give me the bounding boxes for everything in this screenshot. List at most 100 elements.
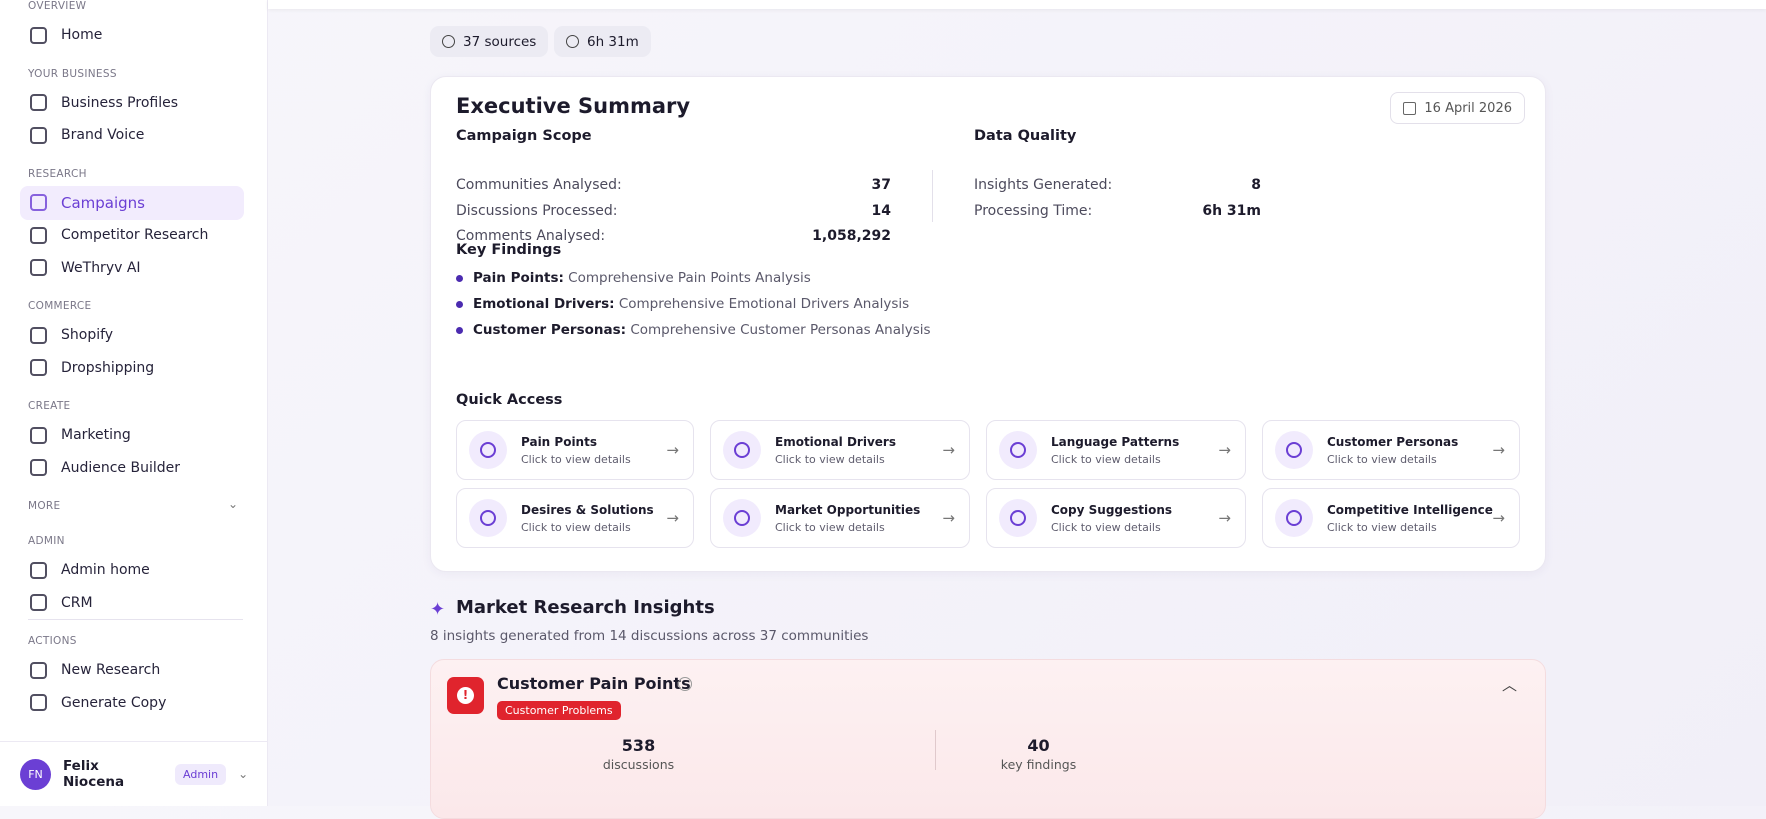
bullet <box>456 274 463 282</box>
nav-label: Generate Copy <box>61 694 167 711</box>
nav-icon <box>30 94 47 111</box>
nav-icon <box>30 661 47 679</box>
qa-text: Customer Personas Click to view details <box>1327 435 1458 466</box>
stat-value: 6h 31m <box>1202 202 1261 219</box>
separator <box>28 619 243 620</box>
finding-text: Emotional Drivers: Comprehensive Emotion… <box>473 296 909 312</box>
nav-item[interactable]: Brand Voice <box>20 118 244 152</box>
nav-item[interactable]: Competitor Research <box>20 218 244 252</box>
qa-glyph <box>734 442 750 458</box>
stat: 538 discussions <box>551 736 726 772</box>
user-menu[interactable]: FN Felix Niocena Admin ⌄ <box>20 758 250 790</box>
quick-access-card[interactable]: Pain Points Click to view details → <box>456 420 694 480</box>
qa-text: Language Patterns Click to view details <box>1051 435 1179 466</box>
stat-label: Processing Time: <box>974 202 1093 219</box>
badge: 37 sources <box>430 26 549 57</box>
finding-label: Customer Personas: <box>473 322 627 338</box>
qa-title: Language Patterns <box>1051 434 1180 449</box>
nav-item[interactable]: WeThryv AI <box>20 251 244 285</box>
nav-icon <box>30 594 47 611</box>
nav-item[interactable]: Home <box>20 18 244 52</box>
nav-icon <box>30 326 47 344</box>
section-label: OVERVIEW <box>28 0 87 12</box>
stat-value: 40 <box>1027 736 1050 755</box>
nav-item[interactable]: New Research <box>20 653 244 687</box>
qa-subtitle: Click to view details <box>1051 520 1161 534</box>
nav-icon <box>30 359 47 376</box>
stat-label: discussions <box>602 757 675 772</box>
date-button[interactable]: 16 April 2026 <box>1390 92 1525 124</box>
pain-card[interactable]: ! Customer Pain Points Customer Problems… <box>430 659 1546 819</box>
finding-desc: Comprehensive Emotional Drivers Analysis <box>618 296 910 312</box>
nav-label: Business Profiles <box>61 94 179 111</box>
qa-text: Market Opportunities Click to view detail… <box>775 503 920 534</box>
badge-icon <box>566 35 579 48</box>
qa-title: Copy Suggestions <box>1051 502 1173 517</box>
qa-glyph <box>1010 442 1026 458</box>
quick-access-card[interactable]: Desires & Solutions Click to view details… <box>456 488 694 548</box>
pain-tag: Customer Problems <box>497 701 621 720</box>
qa-title: Pain Points <box>521 434 597 449</box>
expand-icon[interactable]: ⌄ <box>228 497 239 511</box>
finding-desc: Comprehensive Pain Points Analysis <box>568 270 811 286</box>
quick-access-card[interactable]: Customer Personas Click to view details → <box>1262 420 1520 480</box>
nav-label: Brand Voice <box>61 127 145 143</box>
user-name: Felix Niocena <box>63 758 125 790</box>
nav-icon <box>30 226 47 244</box>
stat-row: Insights Generated: 8 <box>974 177 1261 193</box>
qa-glyph <box>1286 442 1302 458</box>
qa-text: Emotional Drivers Click to view details <box>775 435 896 466</box>
qa-icon <box>469 499 507 537</box>
nav-item[interactable]: Business Profiles <box>20 86 244 120</box>
quick-access-card[interactable]: Emotional Drivers Click to view details → <box>710 420 970 480</box>
quick-access-card[interactable]: Market Opportunities Click to view detail… <box>710 488 970 548</box>
nav-item[interactable]: Audience Builder <box>20 451 244 485</box>
sparkle-icon: ✦ <box>430 599 446 620</box>
nav-item[interactable]: Campaigns <box>20 185 244 220</box>
arrow: → <box>1218 441 1231 459</box>
nav-label: WeThryv AI <box>61 259 141 276</box>
qa-icon <box>1275 431 1313 469</box>
stat-label: Communities Analysed: <box>456 177 622 193</box>
nav-item[interactable]: Dropshipping <box>20 351 244 385</box>
finding: Customer Personas: Comprehensive Custome… <box>456 322 931 338</box>
nav-item[interactable]: Marketing <box>20 418 244 452</box>
qa-glyph <box>480 510 496 526</box>
chevron: ⌄ <box>238 767 249 781</box>
quality-title: Data Quality <box>974 128 1077 144</box>
nav-label: Marketing <box>61 427 131 443</box>
nav-icon <box>30 194 47 211</box>
qa-subtitle: Click to view details <box>1327 452 1437 466</box>
quick-access-card[interactable]: Competitive Intelligence Click to view de… <box>1262 488 1520 548</box>
finding-desc: Comprehensive Customer Personas Analysis <box>630 322 931 338</box>
nav-label: Home <box>61 27 103 43</box>
collapse-toggle[interactable]: ︿ <box>1501 676 1517 694</box>
nav-icon <box>30 426 47 444</box>
stat-value: 538 <box>621 736 656 755</box>
separator <box>0 741 268 742</box>
divider <box>935 730 936 770</box>
insights-subtitle: 8 insights generated from 14 discussions… <box>430 628 869 644</box>
qa-subtitle: Click to view details <box>1051 452 1161 466</box>
nav-item[interactable]: Generate Copy <box>20 686 244 720</box>
qa-title: Customer Personas <box>1327 434 1459 449</box>
section-label: YOUR BUSINESS <box>28 67 117 80</box>
nav-icon <box>30 259 47 276</box>
calendar-icon <box>1403 101 1417 115</box>
quick-access-card[interactable]: Copy Suggestions Click to view details → <box>986 488 1246 548</box>
qa-glyph <box>1010 510 1026 526</box>
nav-item[interactable]: Shopify <box>20 318 244 352</box>
nav-label: Shopify <box>61 327 114 343</box>
quick-access-card[interactable]: Language Patterns Click to view details → <box>986 420 1246 480</box>
qa-subtitle: Click to view details <box>521 520 631 534</box>
stat-label: Discussions Processed: <box>456 202 618 219</box>
date: 16 April 2026 <box>1424 100 1512 116</box>
qa-subtitle: Click to view details <box>775 520 885 534</box>
quick-access-title: Quick Access <box>456 392 563 408</box>
nav-label: Dropshipping <box>61 359 155 376</box>
nav-item[interactable]: CRM <box>20 586 244 620</box>
nav-item[interactable]: Admin home <box>20 553 244 587</box>
qa-subtitle: Click to view details <box>775 452 885 466</box>
section-label: ADMIN <box>28 535 65 547</box>
